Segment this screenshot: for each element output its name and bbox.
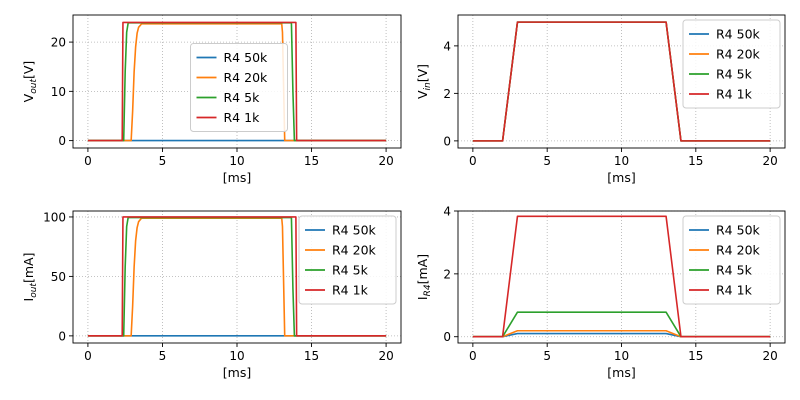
legend-entry: R4 50k (332, 223, 377, 238)
x-tick-label: 10 (229, 349, 244, 363)
y-tick-label: 10 (51, 85, 66, 99)
y-tick-label: 0 (443, 330, 451, 344)
y-tick-label: 20 (51, 36, 66, 50)
legend-box (190, 43, 288, 132)
x-tick-label: 20 (762, 349, 777, 363)
x-tick-label: 15 (304, 154, 319, 168)
x-tick-label: 0 (469, 154, 477, 168)
y-tick-label: 2 (443, 87, 451, 101)
legend-entry: R4 5k (332, 263, 369, 278)
series-line-r4-20k (87, 23, 387, 142)
x-axis-label: [ms] (607, 365, 635, 380)
x-tick-label: 10 (229, 154, 244, 168)
y-label-sub: in (423, 82, 433, 91)
y-tick-label: 100 (43, 210, 66, 224)
y-label-main: I (415, 296, 430, 300)
y-label-unit: [V] (21, 61, 36, 79)
legend-entry: R4 5k (224, 90, 261, 105)
y-tick-label: 0 (58, 134, 66, 148)
x-tick-label: 20 (378, 154, 393, 168)
y-axis-label: Vin[V] (415, 64, 433, 99)
y-label-sub: out (29, 283, 39, 298)
x-tick-label: 0 (84, 349, 92, 363)
legend-entry: R4 20k (224, 70, 269, 85)
y-tick-label: 50 (51, 270, 66, 284)
y-label-sub: out (29, 79, 39, 94)
y-label-main: V (21, 93, 36, 102)
y-label-unit: [mA] (415, 254, 430, 284)
y-tick-label: 0 (443, 134, 451, 148)
x-tick-label: 15 (304, 349, 319, 363)
x-tick-label: 15 (688, 349, 703, 363)
series-group (472, 215, 771, 338)
legend-box (298, 215, 397, 305)
series-line-r4-1k (87, 216, 387, 337)
legend: R4 50k R4 20k R4 5k R4 1k (682, 19, 781, 109)
series-line-r4-20k (87, 217, 387, 337)
y-tick-label: 4 (443, 205, 451, 219)
x-tick-label: 0 (469, 349, 477, 363)
legend-entry: R4 1k (332, 283, 369, 298)
x-tick-label: 15 (688, 154, 703, 168)
legend-entry: R4 50k (716, 27, 761, 42)
y-axis-label: IR4[mA] (415, 254, 433, 300)
legend: R4 50k R4 20k R4 5k R4 1k (682, 215, 781, 305)
series-group (87, 21, 387, 142)
x-tick-label: 20 (762, 154, 777, 168)
x-tick-label: 5 (543, 349, 551, 363)
legend-entry: R4 50k (224, 50, 269, 65)
x-axis-label: [ms] (223, 170, 251, 185)
x-tick-label: 5 (543, 154, 551, 168)
series-line-r4-1k (472, 21, 771, 142)
x-tick-label: 20 (378, 349, 393, 363)
legend-entry: R4 20k (716, 243, 761, 258)
series-group (472, 21, 771, 142)
series-group (87, 216, 387, 337)
legend-entry: R4 5k (716, 67, 753, 82)
legend: R4 50k R4 20k R4 5k R4 1k (298, 215, 397, 305)
x-axis-label: [ms] (607, 170, 635, 185)
legend-box (682, 215, 781, 305)
y-label-main: I (21, 298, 36, 302)
x-axis-label: [ms] (223, 365, 251, 380)
y-label-main: V (415, 90, 430, 99)
legend-entry: R4 1k (224, 110, 261, 125)
series-line-r4-1k (472, 215, 771, 338)
legend-entry: R4 5k (716, 263, 753, 278)
x-tick-label: 10 (614, 154, 629, 168)
y-tick-label: 4 (443, 39, 451, 53)
y-label-unit: [V] (415, 64, 430, 82)
legend: R4 50k R4 20k R4 5k R4 1k (190, 43, 288, 132)
y-tick-label: 2 (443, 267, 451, 281)
x-tick-label: 0 (84, 154, 92, 168)
y-label-unit: [mA] (21, 253, 36, 283)
legend-entry: R4 1k (716, 87, 753, 102)
y-axis-label: Iout[mA] (21, 253, 39, 302)
x-tick-label: 5 (159, 154, 167, 168)
legend-entry: R4 20k (716, 47, 761, 62)
x-tick-label: 5 (159, 349, 167, 363)
y-axis-label: Vout[V] (21, 61, 39, 103)
y-tick-label: 0 (58, 329, 66, 343)
legend-entry: R4 50k (716, 223, 761, 238)
series-line-r4-1k (87, 21, 387, 142)
legend-entry: R4 1k (716, 283, 753, 298)
legend-box (682, 19, 781, 109)
y-label-sub: R4 (423, 284, 433, 296)
x-tick-label: 10 (614, 349, 629, 363)
legend-entry: R4 20k (332, 243, 377, 258)
